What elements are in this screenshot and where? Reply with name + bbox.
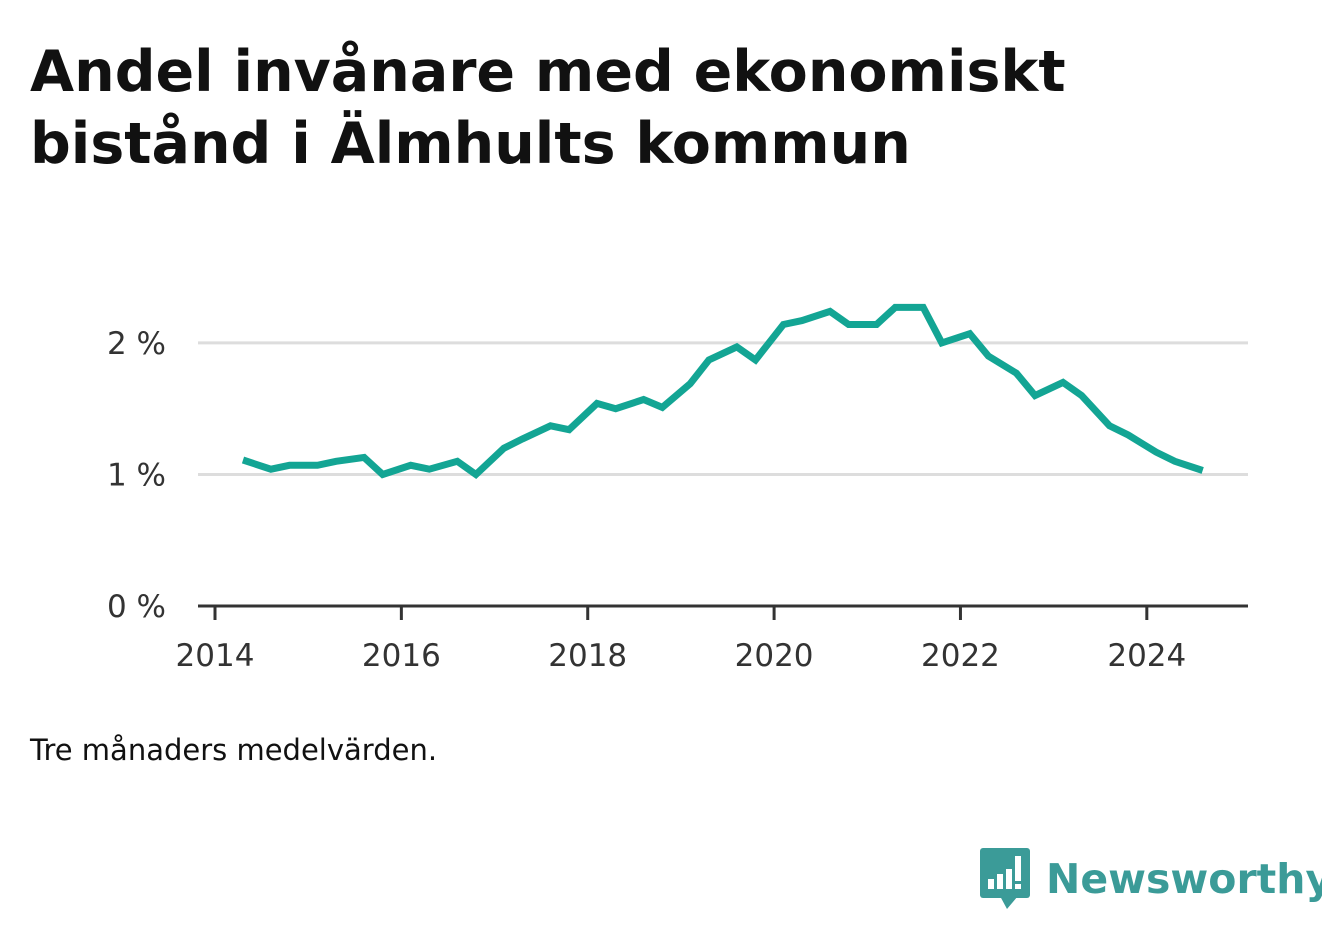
x-tick-label: 2022 — [921, 638, 1000, 674]
x-tick-label: 2024 — [1107, 638, 1186, 674]
chart-note: Tre månaders medelvärden. — [30, 733, 438, 767]
x-tick-labels: 2014 2016 2018 2020 2022 2024 — [176, 638, 1187, 674]
series-line — [241, 303, 1204, 480]
x-axis — [198, 604, 1248, 620]
x-tick-label: 2020 — [735, 638, 814, 674]
x-tick-label: 2018 — [548, 638, 627, 674]
series — [241, 303, 1204, 480]
x-tick-label: 2016 — [362, 638, 441, 674]
bar-chart-speech-bubble-icon — [980, 848, 1030, 909]
brand-name: Newsworthy — [1046, 855, 1322, 903]
gridlines — [198, 341, 1248, 476]
y-tick-labels: 0 % 1 % 2 % — [107, 326, 166, 625]
y-tick-label: 1 % — [107, 457, 166, 493]
y-tick-label: 0 % — [107, 589, 166, 625]
brand-logo: Newsworthy — [980, 848, 1322, 910]
y-tick-label: 2 % — [107, 326, 166, 362]
x-tick-label: 2014 — [176, 638, 255, 674]
chart-title: Andel invånare med ekonomiskt bistånd i … — [30, 39, 1066, 177]
